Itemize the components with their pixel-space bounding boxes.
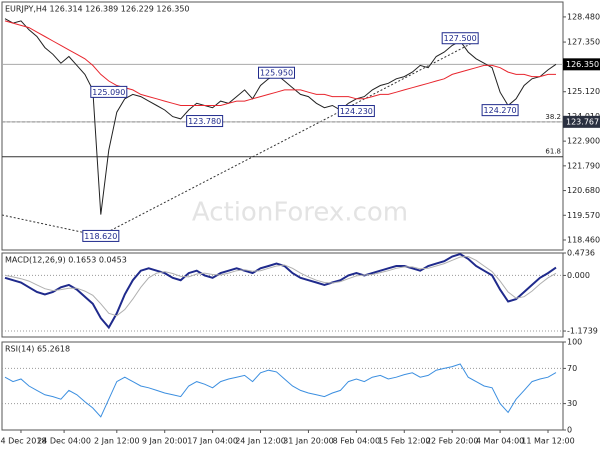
watermark: ActionForex.com [192, 198, 408, 228]
y-tick-label: -1.1739 [567, 327, 598, 336]
y-tick-label: 0.4736 [567, 249, 595, 258]
series-line [4, 20, 556, 106]
trend-line [1, 214, 101, 237]
annotation-label: 118.620 [84, 232, 117, 241]
price-box [563, 115, 600, 128]
annotation-box [337, 105, 375, 118]
price-label: 126.350 [566, 60, 599, 69]
y-tick-label: 127.350 [567, 38, 600, 47]
y-tick-label: 125.120 [567, 87, 600, 96]
x-tick-label: 9 Jan 20:00 [142, 437, 188, 446]
y-tick-label: 70 [567, 364, 577, 373]
annotation-box [82, 229, 120, 242]
y-tick-label: 119.570 [567, 211, 600, 220]
x-tick-label: 11 Mar 12:00 [521, 437, 574, 446]
annotation-box [481, 104, 519, 117]
panel-title: RSI(14) 65.2618 [5, 345, 70, 354]
price-label: 123.767 [566, 117, 599, 126]
panel-title: MACD(12,26,9) 0.1653 0.0453 [5, 256, 127, 265]
annotation-box [186, 115, 224, 128]
annotation-label: 125.090 [92, 88, 125, 97]
x-tick-label: 22 Feb 20:00 [426, 437, 478, 446]
x-tick-label: 31 Jan 20:00 [283, 437, 334, 446]
x-tick-label: 24 Jan 12:00 [235, 437, 286, 446]
trend-line [99, 39, 479, 237]
x-tick-label: 15 Feb 12:00 [378, 437, 430, 446]
level-label: 61.8 [545, 148, 561, 156]
price-box [563, 58, 600, 71]
y-tick-label: 0.000 [567, 271, 590, 280]
y-tick-label: 128.480 [567, 12, 600, 21]
y-tick-label: 0 [567, 426, 572, 435]
annotation-box [258, 66, 296, 79]
y-tick-label: 118.460 [567, 235, 600, 244]
x-tick-label: 8 Feb 04:00 [333, 437, 380, 446]
series-line [4, 18, 557, 215]
y-tick-label: 122.900 [567, 137, 600, 146]
annotation-label: 124.230 [340, 107, 373, 116]
annotation-box [441, 32, 479, 45]
y-tick-label: 121.790 [567, 161, 600, 170]
series-line [4, 363, 557, 418]
annotation-box [90, 85, 128, 98]
y-tick-label: 120.680 [567, 186, 600, 195]
x-tick-label: 2 Jan 12:00 [94, 437, 140, 446]
y-tick-label: 100 [567, 338, 582, 347]
panel-frame [1, 252, 564, 338]
panel-frame [1, 341, 564, 431]
series-line [4, 255, 557, 317]
level-label: 38.2 [545, 113, 561, 121]
x-tick-label: 14 Dec 2018 [0, 437, 47, 446]
y-tick-label: 30 [567, 399, 577, 408]
x-tick-label: 4 Mar 04:00 [476, 437, 524, 446]
annotation-label: 124.270 [484, 106, 517, 115]
annotation-label: 125.950 [260, 69, 293, 78]
x-tick-label: 17 Jan 04:00 [187, 437, 238, 446]
panel-title: EURJPY,H4 126.314 126.389 126.229 126.35… [5, 5, 190, 14]
x-tick-label: 24 Dec 04:00 [37, 437, 91, 446]
annotation-label: 123.780 [188, 117, 221, 126]
annotation-label: 127.500 [444, 34, 477, 43]
